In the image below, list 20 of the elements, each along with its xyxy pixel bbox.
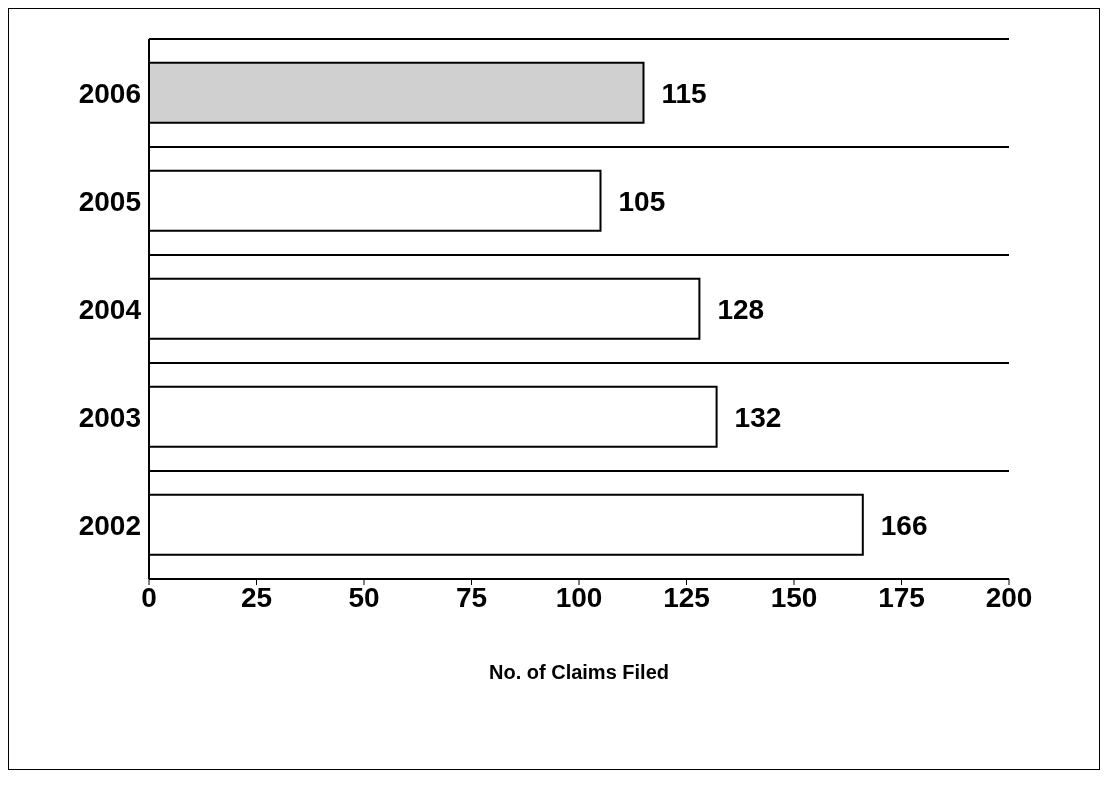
- data-label: 128: [717, 293, 765, 325]
- data-label: 132: [734, 401, 782, 433]
- x-tick-label: 0: [141, 581, 157, 613]
- data-label: 105: [618, 185, 666, 217]
- x-tick-label: 25: [240, 581, 273, 613]
- y-tick-label: 2004: [78, 293, 142, 325]
- y-tick-label: 2003: [78, 401, 141, 433]
- y-tick-label: 2002: [78, 509, 141, 541]
- x-tick-label: 50: [348, 581, 380, 613]
- x-tick-label: 100: [555, 581, 603, 613]
- x-tick-label: 75: [455, 581, 488, 613]
- y-tick-label: 2005: [78, 185, 141, 217]
- x-tick-label: 125: [663, 581, 710, 613]
- data-label: 115: [661, 77, 707, 109]
- x-tick-label: 175: [878, 581, 925, 613]
- x-axis-title: No. of Claims Filed: [488, 661, 670, 683]
- data-label: 166: [880, 509, 928, 541]
- y-tick-label: 2006: [78, 77, 141, 109]
- x-tick-label: 150: [770, 581, 818, 613]
- x-tick-label: 200: [985, 581, 1033, 613]
